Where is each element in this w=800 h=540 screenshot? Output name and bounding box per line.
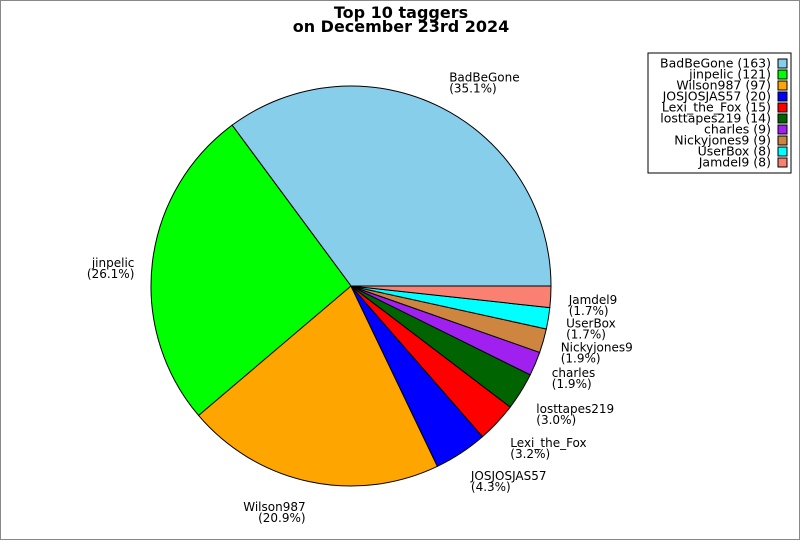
slice-labels: BadBeGone(35.1%) jinpelic(26.1%) Wilson987…: [87, 70, 633, 525]
legend-swatch-charles: [777, 124, 788, 135]
pie-slices: [150, 85, 552, 487]
slice-percent-userbox: (1.7%): [566, 327, 606, 341]
legend-label-nickyjones9: Nickyjones9 (9): [674, 133, 771, 148]
legend-label-josjosjas57: JOSJOSJAS57 (20): [662, 89, 771, 104]
legend-label-userbox: UserBox (8): [698, 144, 771, 159]
slice-label-jamdel9: Jamdel9: [568, 293, 618, 307]
legend-swatch-wilson987: [777, 80, 788, 91]
slice-label-jinpelic: jinpelic: [91, 256, 135, 270]
slice-percent-charles: (1.9%): [552, 377, 592, 391]
pie-slice-jinpelic: [150, 124, 352, 416]
legend-swatch-badbegone: [777, 58, 788, 69]
legend-swatch-jamdel9: [777, 157, 788, 168]
slice-label-josjosjas57: JOSJOSJAS57: [470, 469, 547, 483]
legend: BadBeGone (163)jinpelic (121)Wilson987 (…: [647, 52, 792, 174]
legend-swatch-lexi-the-fox: [777, 102, 788, 113]
slice-percent-josjosjas57: (4.3%): [471, 480, 511, 494]
slice-percent-wilson987: (20.9%): [258, 511, 305, 525]
legend-label-lexi-the-fox: Lexi_the_Fox (15): [662, 100, 771, 115]
legend-box: [647, 52, 792, 174]
chart-subtitle: on December 23rd 2024: [293, 17, 510, 36]
pie-slice-wilson987: [198, 285, 438, 487]
legend-label-wilson987: Wilson987 (97): [676, 78, 771, 93]
legend-label-jinpelic: jinpelic (121): [688, 67, 771, 82]
slice-label-charles: charles: [552, 366, 595, 380]
slice-label-lexi-the-fox: Lexi_the_Fox: [510, 436, 586, 450]
pie-slice-badbegone: [231, 85, 552, 287]
legend-swatch-jinpelic: [777, 69, 788, 80]
slice-label-userbox: UserBox: [566, 316, 616, 330]
legend-label-losttapes219: losttapes219 (14): [660, 111, 771, 126]
slice-label-nickyjones9: Nickyjones9: [561, 341, 633, 355]
legend-label-badbegone: BadBeGone (163): [660, 56, 771, 71]
slice-percent-losttapes219: (3.0%): [536, 413, 576, 427]
legend-swatch-userbox: [777, 146, 788, 157]
slice-percent-jamdel9: (1.7%): [569, 304, 609, 318]
legend-swatch-losttapes219: [777, 113, 788, 124]
chart-title: Top 10 taggers: [334, 3, 468, 22]
legend-swatch-nickyjones9: [777, 135, 788, 146]
slice-percent-nickyjones9: (1.9%): [561, 352, 601, 366]
legend-label-jamdel9: Jamdel9 (8): [698, 155, 771, 170]
pie-slice-jamdel9: [350, 285, 552, 309]
slice-percent-jinpelic: (26.1%): [87, 267, 134, 281]
legend-label-charles: charles (9): [704, 122, 771, 137]
slice-percent-badbegone: (35.1%): [449, 81, 496, 95]
slice-percent-lexi-the-fox: (3.2%): [510, 447, 550, 461]
legend-swatch-josjosjas57: [777, 91, 788, 102]
slice-label-wilson987: Wilson987: [243, 500, 305, 514]
slice-label-losttapes219: losttapes219: [536, 402, 614, 416]
slice-label-badbegone: BadBeGone: [449, 70, 519, 84]
